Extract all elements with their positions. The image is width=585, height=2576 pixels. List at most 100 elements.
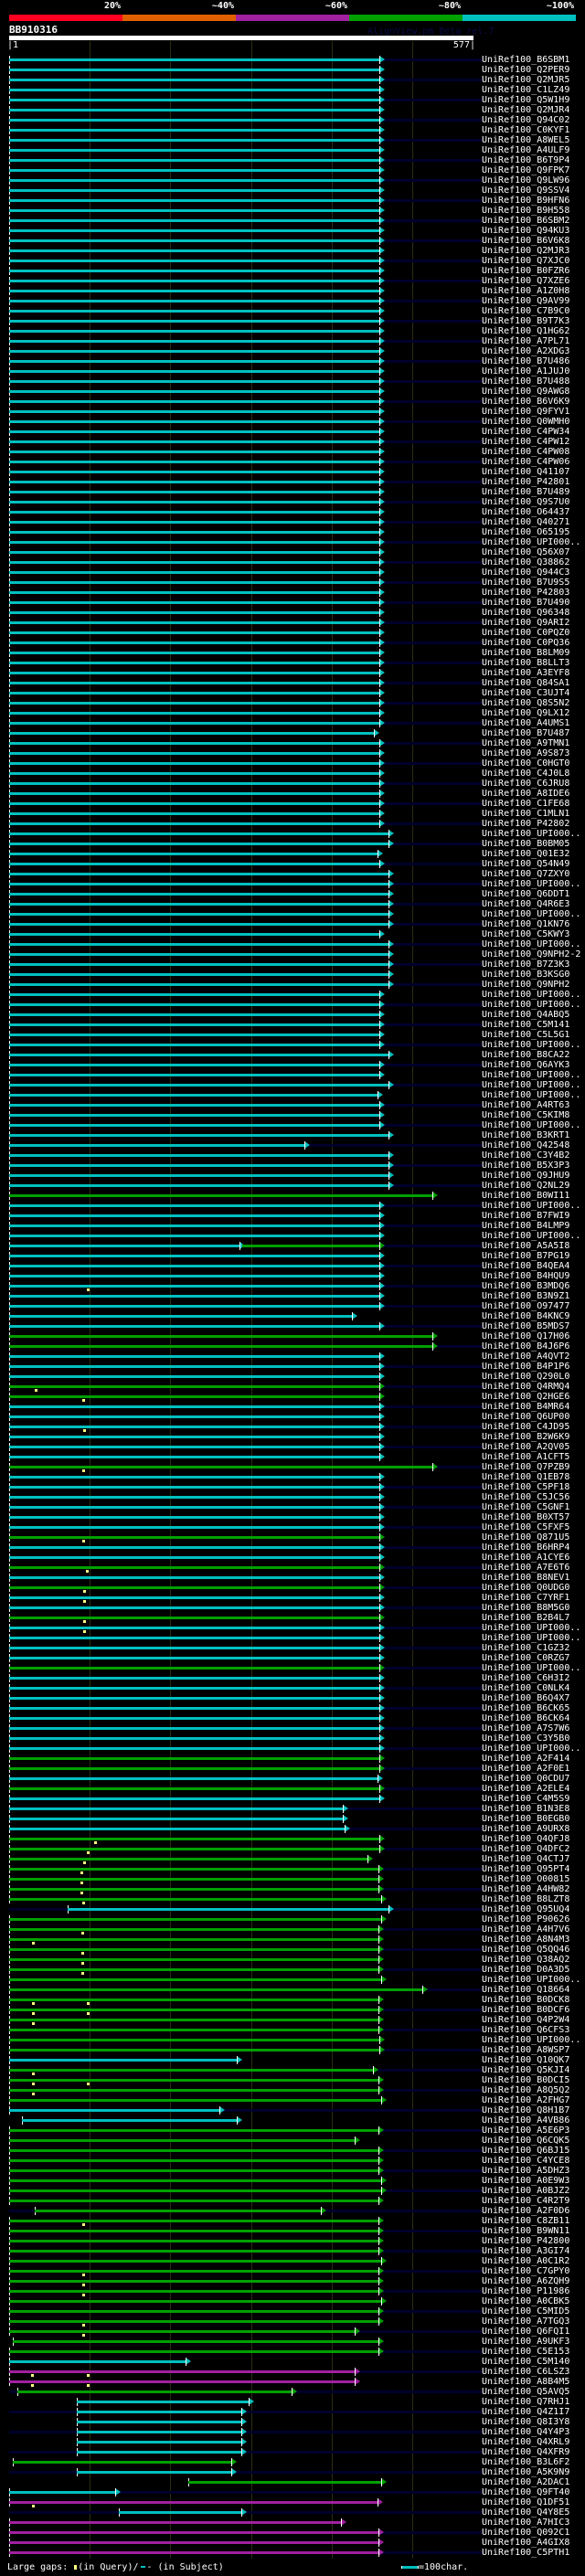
alignment-row[interactable]: UniRef100_UPI000.. bbox=[0, 1090, 585, 1100]
hit-label[interactable]: UniRef100_B8LM09 bbox=[482, 648, 569, 658]
alignment-row[interactable]: UniRef100_C7YRF1 bbox=[0, 1593, 585, 1603]
alignment-row[interactable]: UniRef100_UPI000.. bbox=[0, 879, 585, 889]
alignment-row[interactable]: UniRef100_C4PW12 bbox=[0, 437, 585, 447]
hit-label[interactable]: UniRef100_B6V6K9 bbox=[482, 397, 569, 407]
hit-label[interactable]: UniRef100_A2XDG3 bbox=[482, 346, 569, 356]
alignment-row[interactable]: UniRef100_UPI000.. bbox=[0, 1975, 585, 1985]
hit-label[interactable]: UniRef100_B4QEA4 bbox=[482, 1261, 569, 1271]
hit-label[interactable]: UniRef100_A6ZQH9 bbox=[482, 2276, 569, 2286]
alignment-row[interactable]: UniRef100_UPI000.. bbox=[0, 1623, 585, 1633]
alignment-row[interactable]: UniRef100_Q9NPH2 bbox=[0, 980, 585, 990]
hit-label[interactable]: UniRef100_Q4XRL9 bbox=[482, 2437, 569, 2447]
alignment-row[interactable]: UniRef100_Q290L0 bbox=[0, 1372, 585, 1382]
alignment-row[interactable]: UniRef100_C0RZG7 bbox=[0, 1653, 585, 1663]
hit-label[interactable]: UniRef100_Q6FQI1 bbox=[482, 2327, 569, 2337]
alignment-row[interactable]: UniRef100_Q5W1H9 bbox=[0, 95, 585, 105]
hit-label[interactable]: UniRef100_Q9S7U0 bbox=[482, 497, 569, 507]
alignment-row[interactable]: UniRef100_Q9ARI2 bbox=[0, 618, 585, 628]
alignment-row[interactable]: UniRef100_A8N4M3 bbox=[0, 1935, 585, 1945]
hit-label[interactable]: UniRef100_P42800 bbox=[482, 2236, 569, 2246]
alignment-row[interactable]: UniRef100_B7U487 bbox=[0, 728, 585, 738]
alignment-row[interactable]: UniRef100_C0PQZ0 bbox=[0, 628, 585, 638]
hit-label[interactable]: UniRef100_UPI000.. bbox=[482, 1201, 580, 1211]
alignment-row[interactable]: UniRef100_A2F414 bbox=[0, 1754, 585, 1764]
hit-label[interactable]: UniRef100_Q94C02 bbox=[482, 115, 569, 125]
hit-label[interactable]: UniRef100_UPI000.. bbox=[482, 909, 580, 919]
hit-label[interactable]: UniRef100_C1FE68 bbox=[482, 799, 569, 809]
alignment-row[interactable]: UniRef100_A8WEL5 bbox=[0, 135, 585, 145]
alignment-row[interactable]: UniRef100_A4VB86 bbox=[0, 2115, 585, 2125]
hit-label[interactable]: UniRef100_C4PW06 bbox=[482, 457, 569, 467]
alignment-row[interactable]: UniRef100_Q8S5N2 bbox=[0, 698, 585, 708]
hit-label[interactable]: UniRef100_Q42548 bbox=[482, 1140, 569, 1150]
alignment-row[interactable]: UniRef100_B8M5G0 bbox=[0, 1603, 585, 1613]
alignment-row[interactable]: UniRef100_B5X3P3 bbox=[0, 1161, 585, 1171]
hit-label[interactable]: UniRef100_B8NEV1 bbox=[482, 1573, 569, 1583]
alignment-row[interactable]: UniRef100_B1N3E8 bbox=[0, 1804, 585, 1814]
alignment-row[interactable]: UniRef100_UPI000.. bbox=[0, 1040, 585, 1050]
hit-label[interactable]: UniRef100_Q8I3Y8 bbox=[482, 2417, 569, 2427]
alignment-row[interactable]: UniRef100_A8B4M5 bbox=[0, 2377, 585, 2387]
hit-label[interactable]: UniRef100_B9WN11 bbox=[482, 2226, 569, 2236]
hit-label[interactable]: UniRef100_A9S873 bbox=[482, 748, 569, 758]
alignment-row[interactable]: UniRef100_O64437 bbox=[0, 507, 585, 517]
hit-label[interactable]: UniRef100_UPI000.. bbox=[482, 1120, 580, 1130]
alignment-row[interactable]: UniRef100_Q4XRL9 bbox=[0, 2437, 585, 2447]
hit-label[interactable]: UniRef100_A4H7V6 bbox=[482, 1924, 569, 1935]
hit-label[interactable]: UniRef100_A7PL71 bbox=[482, 336, 569, 346]
alignment-row[interactable]: UniRef100_B7FWI9 bbox=[0, 1211, 585, 1221]
hit-label[interactable]: UniRef100_C6JRU8 bbox=[482, 779, 569, 789]
hit-label[interactable]: UniRef100_C3Y5B0 bbox=[482, 1733, 569, 1744]
alignment-row[interactable]: UniRef100_P42800 bbox=[0, 2236, 585, 2246]
hit-label[interactable]: UniRef100_A8WSP7 bbox=[482, 2045, 569, 2055]
hit-label[interactable]: UniRef100_Q01E32 bbox=[482, 849, 569, 859]
hit-label[interactable]: UniRef100_C4M5S9 bbox=[482, 1794, 569, 1804]
hit-label[interactable]: UniRef100_Q1HG62 bbox=[482, 326, 569, 336]
hit-label[interactable]: UniRef100_A5K9N9 bbox=[482, 2467, 569, 2477]
hit-label[interactable]: UniRef100_Q0UDG0 bbox=[482, 1583, 569, 1593]
hit-label[interactable]: UniRef100_C0NLK4 bbox=[482, 1683, 569, 1693]
alignment-row[interactable]: UniRef100_UPI000.. bbox=[0, 990, 585, 1000]
hit-label[interactable]: UniRef100_C7GPY0 bbox=[482, 2266, 569, 2276]
hit-label[interactable]: UniRef100_B6SBM2 bbox=[482, 216, 569, 226]
hit-label[interactable]: UniRef100_B4KNC9 bbox=[482, 1311, 569, 1321]
alignment-row[interactable]: UniRef100_Q6BJ15 bbox=[0, 2146, 585, 2156]
hit-label[interactable]: UniRef100_UPI000.. bbox=[482, 1000, 580, 1010]
hit-label[interactable]: UniRef100_C4PW34 bbox=[482, 427, 569, 437]
hit-label[interactable]: UniRef100_Q10QK7 bbox=[482, 2055, 569, 2065]
hit-label[interactable]: UniRef100_B6SBM1 bbox=[482, 55, 569, 65]
hit-label[interactable]: UniRef100_O97477 bbox=[482, 1301, 569, 1311]
alignment-row[interactable]: UniRef100_Q2HGE6 bbox=[0, 1392, 585, 1402]
alignment-row[interactable]: UniRef100_B0DCK8 bbox=[0, 1995, 585, 2005]
alignment-row[interactable]: UniRef100_C0PQ36 bbox=[0, 638, 585, 648]
alignment-row[interactable]: UniRef100_C4R2T9 bbox=[0, 2196, 585, 2206]
alignment-row[interactable]: UniRef100_Q9S7U0 bbox=[0, 497, 585, 507]
hit-label[interactable]: UniRef100_B6V6K8 bbox=[482, 236, 569, 246]
alignment-row[interactable]: UniRef100_A8IDE6 bbox=[0, 789, 585, 799]
hit-label[interactable]: UniRef100_C4PW08 bbox=[482, 447, 569, 457]
alignment-row[interactable]: UniRef100_UPI000.. bbox=[0, 909, 585, 919]
alignment-row[interactable]: UniRef100_A2XDG3 bbox=[0, 346, 585, 356]
hit-label[interactable]: UniRef100_A4HW82 bbox=[482, 1884, 569, 1894]
hit-label[interactable]: UniRef100_UPI000.. bbox=[482, 879, 580, 889]
alignment-row[interactable]: UniRef100_C3Y5B0 bbox=[0, 1733, 585, 1744]
alignment-row[interactable]: UniRef100_A9URX8 bbox=[0, 1824, 585, 1834]
hit-label[interactable]: UniRef100_Q9NPH2 bbox=[482, 980, 569, 990]
hit-label[interactable]: UniRef100_Q2HGE6 bbox=[482, 1392, 569, 1402]
alignment-row[interactable]: UniRef100_P11986 bbox=[0, 2286, 585, 2296]
alignment-row[interactable]: UniRef100_P42802 bbox=[0, 819, 585, 829]
alignment-row[interactable]: UniRef100_B0WI11 bbox=[0, 1191, 585, 1201]
alignment-row[interactable]: UniRef100_Q17H06 bbox=[0, 1331, 585, 1341]
hit-label[interactable]: UniRef100_Q871U5 bbox=[482, 1532, 569, 1542]
hit-label[interactable]: UniRef100_A0C1R2 bbox=[482, 2256, 569, 2266]
hit-label[interactable]: UniRef100_UPI000.. bbox=[482, 1231, 580, 1241]
alignment-row[interactable]: UniRef100_A5A5I8 bbox=[0, 1241, 585, 1251]
alignment-row[interactable]: UniRef100_A0CBK5 bbox=[0, 2296, 585, 2306]
alignment-row[interactable]: UniRef100_B6HRP4 bbox=[0, 1542, 585, 1553]
alignment-row[interactable]: UniRef100_Q54N49 bbox=[0, 859, 585, 869]
hit-label[interactable]: UniRef100_Q5KJI4 bbox=[482, 2065, 569, 2075]
hit-label[interactable]: UniRef100_B8CA22 bbox=[482, 1050, 569, 1060]
hit-label[interactable]: UniRef100_A4GIX8 bbox=[482, 2538, 569, 2548]
hit-label[interactable]: UniRef100_P11986 bbox=[482, 2286, 569, 2296]
hit-label[interactable]: UniRef100_C5M140 bbox=[482, 2357, 569, 2367]
